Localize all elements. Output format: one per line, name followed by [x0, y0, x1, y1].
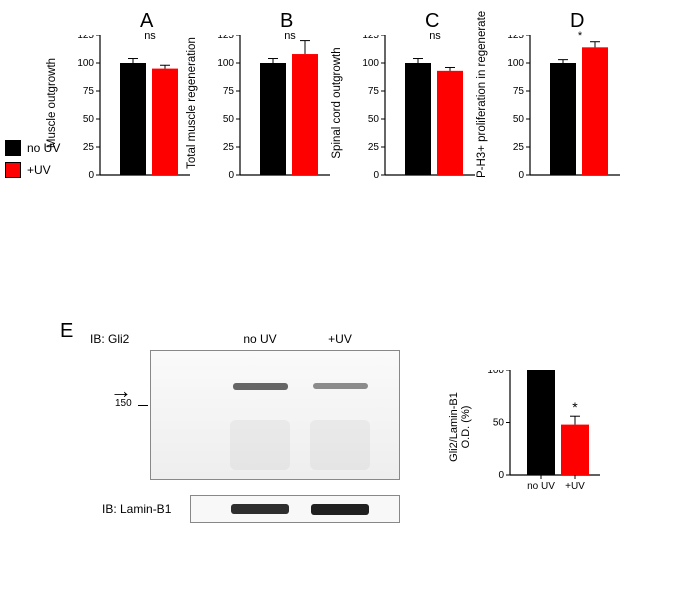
- svg-text:25: 25: [513, 142, 525, 153]
- bar: [405, 63, 431, 175]
- svg-text:75: 75: [223, 86, 235, 97]
- svg-text:0: 0: [373, 170, 379, 181]
- svg-text:100: 100: [77, 58, 94, 69]
- bar: [260, 63, 286, 175]
- svg-text:100: 100: [487, 370, 504, 376]
- svg-text:50: 50: [83, 114, 95, 125]
- svg-text:+UV: +UV: [565, 481, 585, 492]
- chart-B: 0 25 50 75 100 125: [210, 35, 340, 195]
- svg-text:50: 50: [513, 114, 525, 125]
- blot-label-lamin: IB: Lamin-B1: [102, 502, 171, 516]
- gli2-band: [313, 383, 368, 389]
- bar: [152, 69, 178, 175]
- svg-text:100: 100: [507, 58, 524, 69]
- bar: [437, 71, 463, 175]
- bar: [292, 54, 318, 175]
- blot-label-gli2: IB: Gli2: [90, 332, 129, 346]
- svg-text:75: 75: [83, 86, 95, 97]
- svg-text:125: 125: [362, 35, 379, 41]
- svg-text:125: 125: [77, 35, 94, 41]
- chart-A: 0 25 50 75 100 125: [70, 35, 200, 195]
- svg-text:0: 0: [498, 470, 504, 481]
- svg-text:50: 50: [493, 418, 505, 429]
- lane-label: +UV: [315, 332, 365, 346]
- svg-text:*: *: [572, 399, 578, 415]
- panel-label-E: E: [60, 320, 73, 343]
- svg-text:100: 100: [362, 58, 379, 69]
- svg-text:0: 0: [88, 170, 94, 181]
- significance-label: ns: [135, 30, 165, 42]
- bar: [582, 47, 608, 175]
- lamin-band: [231, 504, 289, 514]
- svg-text:75: 75: [513, 86, 525, 97]
- chart-D: 0 25 50 75 100 125: [500, 35, 630, 195]
- bar: [527, 370, 555, 475]
- svg-text:0: 0: [228, 170, 234, 181]
- bar: [550, 63, 576, 175]
- svg-text:25: 25: [368, 142, 380, 153]
- significance-label: ns: [420, 30, 450, 42]
- svg-text:25: 25: [83, 142, 95, 153]
- bar: [120, 63, 146, 175]
- bar: [561, 425, 589, 475]
- chart-C: 0 25 50 75 100 125: [355, 35, 485, 195]
- lamin-band: [311, 504, 369, 515]
- svg-text:25: 25: [223, 142, 235, 153]
- svg-text:75: 75: [368, 86, 380, 97]
- svg-text:no UV: no UV: [527, 481, 555, 492]
- svg-text:50: 50: [368, 114, 380, 125]
- gli2-band: [233, 383, 288, 390]
- significance-label: ns: [275, 30, 305, 42]
- lane-label: no UV: [235, 332, 285, 346]
- svg-text:0: 0: [518, 170, 524, 181]
- quant-chart: 0 50 100 no UV +UV *: [480, 370, 620, 515]
- marker-label: 150: [115, 398, 132, 409]
- svg-text:50: 50: [223, 114, 235, 125]
- svg-text:100: 100: [217, 58, 234, 69]
- svg-text:125: 125: [507, 35, 524, 41]
- svg-text:125: 125: [217, 35, 234, 41]
- legend-swatch: [5, 140, 21, 156]
- legend-swatch: [5, 162, 21, 178]
- significance-label: *: [565, 30, 595, 42]
